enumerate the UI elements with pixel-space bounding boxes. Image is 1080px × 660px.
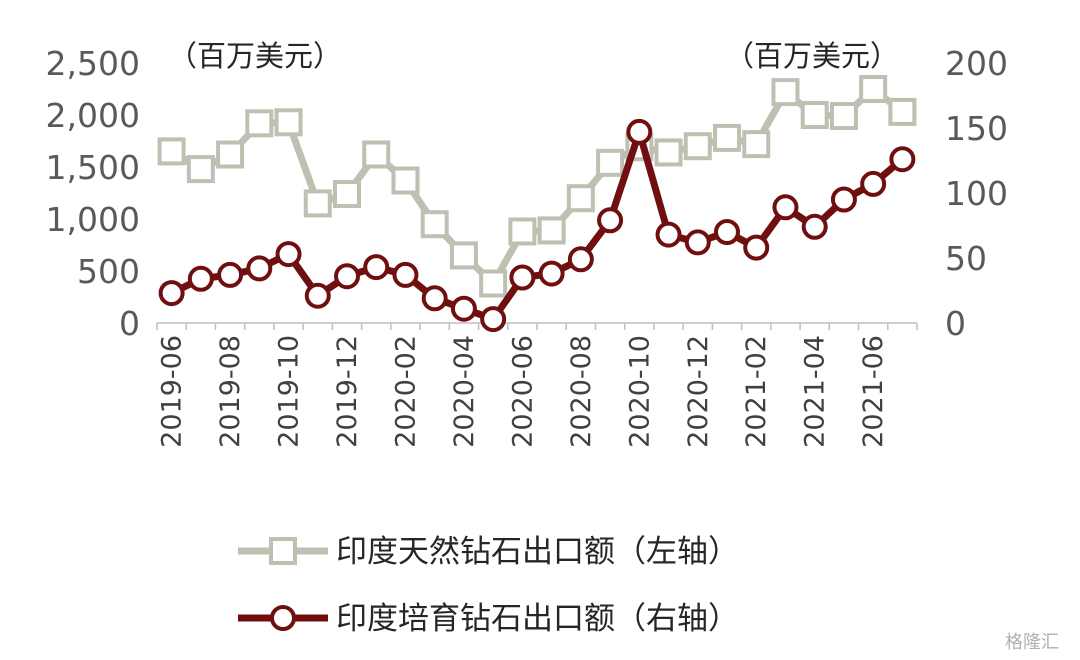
data-point [860, 170, 887, 197]
legend-marker-square-icon [269, 537, 297, 565]
data-point [743, 234, 770, 261]
legend-item-natural: 印度天然钻石出口额（左轴） [238, 534, 739, 570]
data-point [859, 75, 888, 103]
data-point [391, 166, 420, 195]
data-point [596, 148, 625, 177]
left-tick-label: 1,500 [46, 148, 140, 187]
data-point [888, 97, 917, 126]
right-axis: 0 50 100 150 200 [945, 44, 1008, 343]
data-point [303, 189, 332, 218]
data-point [714, 219, 740, 245]
data-point [509, 264, 536, 291]
series-line [170, 128, 905, 323]
data-point [713, 123, 741, 152]
right-axis-unit: （百万美元） [725, 39, 899, 73]
left-tick-label: 500 [77, 252, 140, 291]
watermark: 格隆汇 [1005, 632, 1059, 653]
data-point [537, 216, 566, 245]
x-tick-label: 2019-12 [332, 335, 363, 448]
x-tick-label: 2020-10 [624, 335, 655, 448]
x-tick-label: 2020-08 [566, 335, 597, 448]
data-point [684, 229, 711, 256]
data-point [333, 180, 361, 209]
plot-area [157, 75, 917, 333]
data-point [362, 140, 391, 169]
x-tick-label: 2021-04 [800, 335, 831, 448]
data-point [187, 265, 214, 292]
data-point [392, 261, 419, 288]
data-point [508, 217, 537, 246]
x-tick-label: 2019-10 [274, 335, 305, 448]
data-point [334, 263, 360, 290]
right-tick-label: 150 [945, 109, 1008, 148]
right-tick-label: 200 [945, 44, 1008, 83]
data-point [275, 241, 302, 268]
x-axis: 2019-06 2019-08 2019-10 2019-12 2020-02 2020-… [156, 322, 918, 448]
series-natural [157, 75, 917, 298]
data-point [654, 138, 683, 167]
x-tick-label: 2019-06 [157, 335, 188, 448]
data-point [420, 210, 449, 239]
data-point [245, 109, 274, 138]
data-point [538, 260, 565, 287]
data-point [158, 280, 185, 307]
data-point [157, 137, 186, 166]
data-point [771, 78, 800, 107]
data-point [479, 269, 508, 298]
data-point [186, 155, 215, 184]
left-tick-label: 1,000 [46, 200, 140, 239]
data-point [421, 285, 448, 312]
right-tick-label: 0 [945, 304, 966, 343]
data-point [800, 101, 829, 129]
series-lab-grown [158, 118, 916, 333]
data-point [449, 241, 478, 270]
left-tick-label: 2,500 [46, 44, 140, 83]
legend-item-lab-grown: 印度培育钻石出口额（右轴） [238, 601, 739, 637]
data-point [216, 140, 245, 169]
data-point [217, 261, 244, 288]
data-point [450, 295, 477, 322]
x-tick-label: 2020-06 [507, 335, 538, 448]
x-tick-label: 2020-02 [390, 335, 421, 448]
x-tick-label: 2021-02 [741, 335, 772, 448]
data-point [801, 213, 828, 240]
data-point [363, 254, 390, 281]
x-tick-label: 2020-04 [449, 335, 480, 448]
right-tick-label: 50 [945, 239, 987, 278]
legend-label-natural: 印度天然钻石出口额（左轴） [336, 534, 739, 570]
left-axis-unit: （百万美元） [168, 39, 342, 73]
right-tick-label: 100 [945, 174, 1008, 213]
data-point [889, 146, 916, 173]
data-point [829, 102, 858, 131]
x-tick-label: 2019-08 [215, 335, 246, 448]
legend-label-lab-grown: 印度培育钻石出口额（右轴） [336, 601, 739, 637]
left-tick-label: 0 [119, 304, 140, 343]
data-point [772, 194, 799, 221]
data-point [274, 108, 303, 137]
legend-marker-circle-icon [270, 605, 296, 631]
data-point [246, 255, 273, 282]
data-point [683, 132, 712, 161]
left-tick-label: 2,000 [46, 96, 140, 135]
data-point [742, 130, 771, 159]
data-point [567, 246, 594, 273]
data-point [566, 184, 595, 213]
data-point [304, 282, 331, 309]
x-tick-label: 2021-06 [858, 335, 889, 448]
data-point [480, 306, 507, 333]
data-point [655, 221, 682, 248]
data-point [830, 186, 857, 213]
left-axis: 0 500 1,000 1,500 2,000 2,500 [46, 44, 140, 343]
data-point [626, 118, 653, 145]
legend: 印度天然钻石出口额（左轴） 印度培育钻石出口额（右轴） [238, 534, 739, 637]
data-point [597, 207, 624, 234]
x-tick-label: 2020-12 [683, 335, 714, 448]
